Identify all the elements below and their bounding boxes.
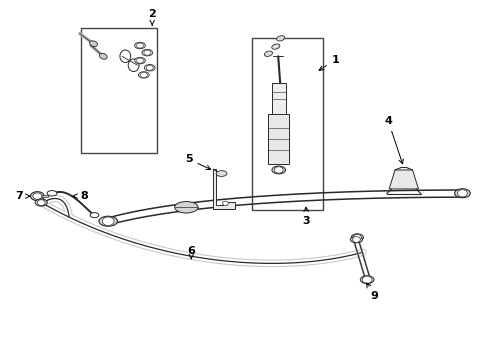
Circle shape [37,200,45,206]
Ellipse shape [90,213,99,218]
Circle shape [141,72,147,77]
Circle shape [137,58,144,63]
Text: 8: 8 [73,191,88,201]
Ellipse shape [174,202,198,213]
Ellipse shape [99,53,107,59]
Ellipse shape [265,51,272,57]
Bar [252,39,323,211]
Bar [272,83,286,114]
Circle shape [137,43,144,48]
Circle shape [362,276,372,283]
Text: 3: 3 [302,207,310,226]
Text: 2: 2 [148,9,156,25]
Ellipse shape [135,57,146,64]
Polygon shape [213,169,235,209]
Ellipse shape [35,199,48,206]
Circle shape [102,217,114,226]
Text: 4: 4 [384,116,403,164]
Ellipse shape [135,42,146,49]
Circle shape [147,65,153,70]
Bar [269,114,289,164]
Ellipse shape [360,276,374,284]
Circle shape [222,201,228,206]
Text: 6: 6 [187,246,195,259]
Ellipse shape [350,236,363,243]
Ellipse shape [455,189,470,198]
Ellipse shape [145,64,155,71]
Circle shape [458,190,467,197]
Ellipse shape [99,216,118,226]
Ellipse shape [351,234,364,241]
Circle shape [352,237,360,242]
Ellipse shape [216,171,227,176]
Ellipse shape [120,50,131,63]
Ellipse shape [272,44,280,49]
Bar [42,195,48,197]
Circle shape [144,50,151,55]
Text: 1: 1 [319,55,339,70]
Circle shape [33,193,42,199]
Ellipse shape [277,36,285,41]
Ellipse shape [139,72,149,78]
Circle shape [353,234,361,240]
Text: 9: 9 [367,283,378,301]
Ellipse shape [30,192,44,201]
Text: 5: 5 [185,154,211,170]
Bar [81,28,157,153]
Ellipse shape [90,41,98,46]
Ellipse shape [272,166,286,174]
Polygon shape [389,170,418,189]
Ellipse shape [128,59,139,72]
Ellipse shape [142,49,153,56]
Text: 7: 7 [15,191,30,201]
Circle shape [274,167,283,173]
Ellipse shape [47,190,57,196]
